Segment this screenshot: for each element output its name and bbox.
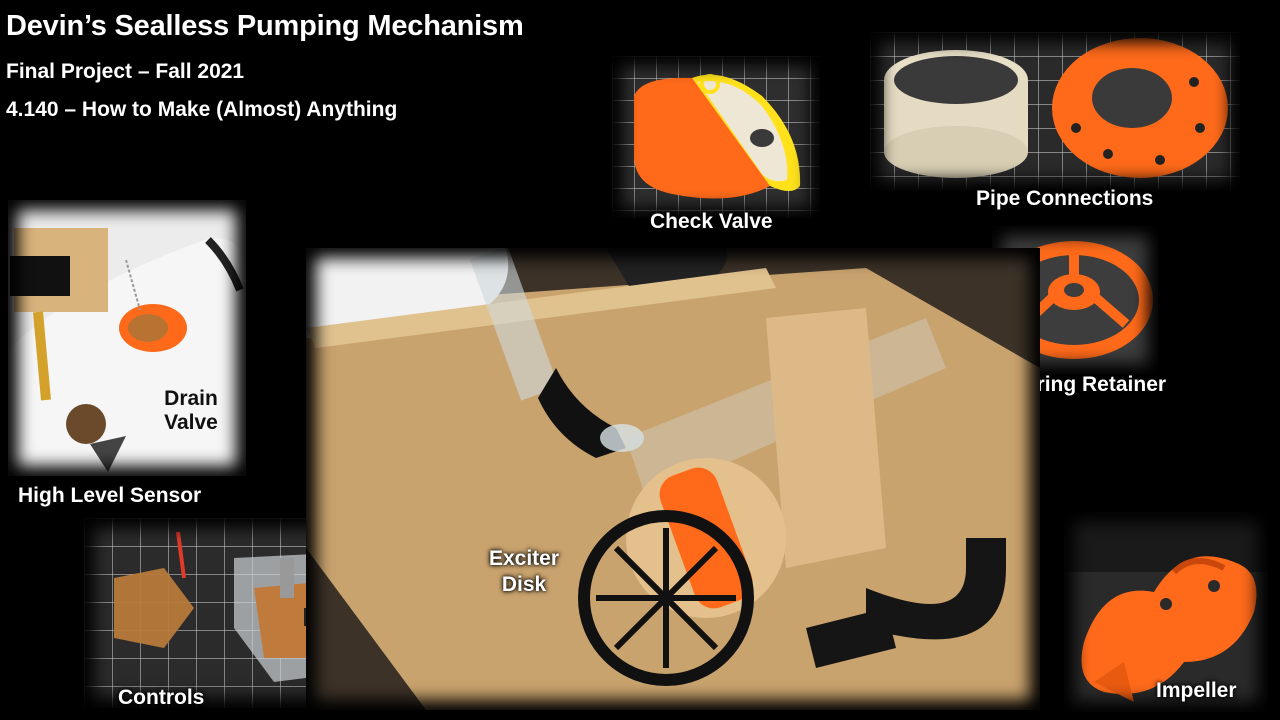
slide-subtitle-course-name: 4.140 – How to Make (Almost) Anything [6,98,398,121]
drain-valve-photo [8,200,246,476]
drain-valve-label: Drain Valve [156,387,226,435]
bearing-retainer-label: Bearing Retainer [998,373,1167,396]
high-level-sensor-label: High Level Sensor [18,484,202,507]
drain-valve-label-text: Drain Valve [164,387,218,434]
drain-valve-illustration [8,200,246,476]
exciter-disk-label: Exciter Disk [482,546,566,598]
check-valve-photo [612,56,820,218]
controls-label: Controls [118,686,205,709]
impeller-photo [1064,512,1268,712]
impeller-illustration [1064,512,1268,712]
check-valve-illustration [612,56,820,218]
main-pump-illustration [306,248,1040,710]
pipe-connections-illustration [870,32,1240,190]
main-pump-photo [306,248,1040,710]
check-valve-label: Check Valve [650,210,773,233]
slide-subtitle-course-term: Final Project – Fall 2021 [6,60,245,83]
pipe-connections-photo [870,32,1240,190]
slide-title: Devin’s Sealless Pumping Mechanism [6,10,524,42]
impeller-label: Impeller [1156,679,1237,702]
pipe-connections-label: Pipe Connections [976,187,1154,210]
exciter-disk-label-text: Exciter Disk [488,547,560,596]
